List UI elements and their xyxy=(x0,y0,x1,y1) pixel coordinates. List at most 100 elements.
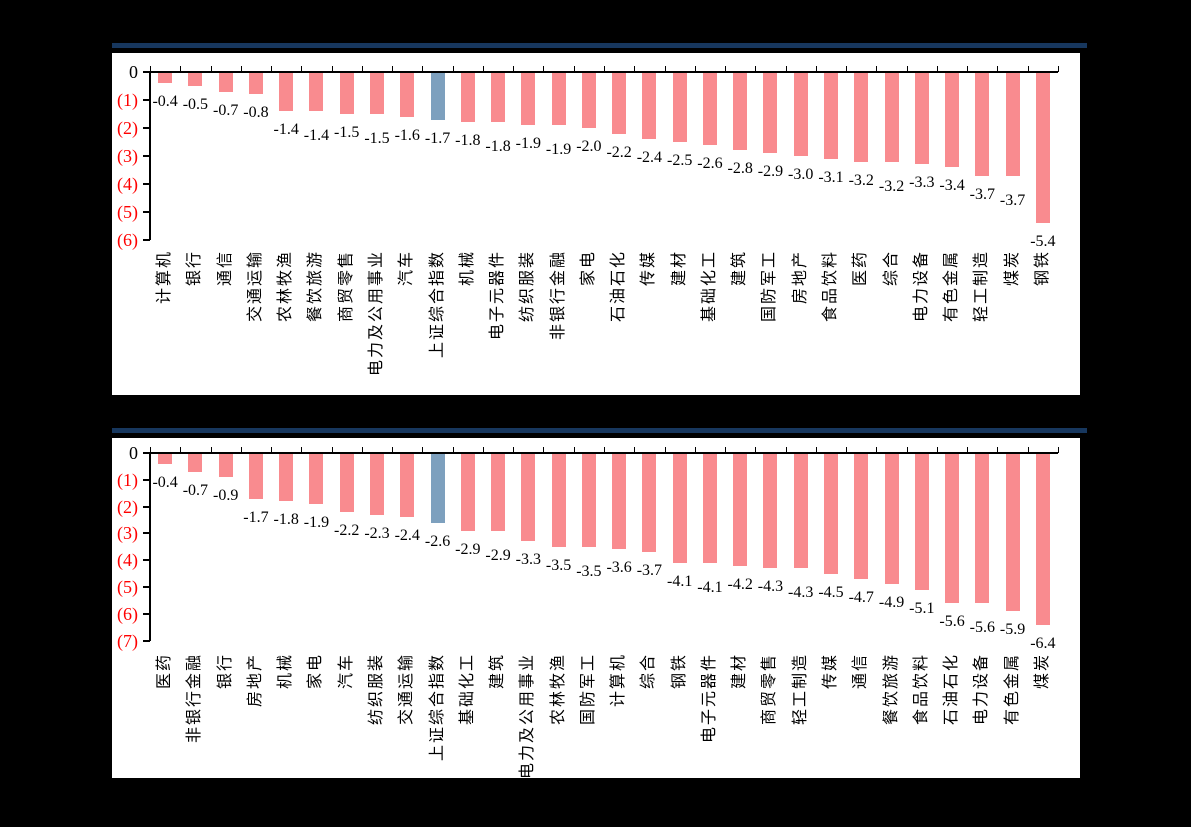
x-axis-tick xyxy=(331,447,333,453)
y-axis-tick-label: (4) xyxy=(117,550,138,571)
y-axis-tick xyxy=(143,99,150,101)
x-axis-tick xyxy=(210,447,212,453)
category-label: 电力设备 xyxy=(912,250,930,323)
category-label: 上证综合指数 xyxy=(428,653,446,762)
bar xyxy=(309,453,324,504)
y-axis-tick-label: (6) xyxy=(117,603,138,624)
x-axis-tick xyxy=(513,66,515,72)
bar-chart-2-panel: 0 (1) (2) (3) (4) (5) (6) (7) -0.4 -0.7 -0.9 -1.7 -1… xyxy=(112,438,1080,779)
x-axis-tick xyxy=(906,66,908,72)
category-label: 食品饮料 xyxy=(912,653,930,726)
value-label: -2.8 xyxy=(727,160,753,178)
x-axis-tick xyxy=(210,66,212,72)
bar xyxy=(672,453,687,563)
bar xyxy=(339,453,354,512)
value-label: -2.2 xyxy=(334,521,360,539)
bar-highlight-index xyxy=(430,453,445,523)
bar xyxy=(1035,72,1050,224)
bar xyxy=(793,453,808,569)
category-label: 机械 xyxy=(277,653,295,690)
category-label: 煤炭 xyxy=(1003,250,1021,287)
value-label: -1.4 xyxy=(303,127,330,145)
x-axis-zero-line xyxy=(150,452,1058,454)
category-label: 综合 xyxy=(640,653,658,690)
category-label: 有色金属 xyxy=(943,250,961,323)
x-axis-tick xyxy=(936,447,938,453)
value-label: -4.3 xyxy=(788,584,814,602)
value-label: -1.8 xyxy=(485,138,511,156)
bar-highlight-index xyxy=(430,72,445,120)
category-label: 汽车 xyxy=(398,250,416,287)
value-label: -2.9 xyxy=(485,546,511,564)
category-label: 商贸零售 xyxy=(761,653,779,726)
bar xyxy=(612,72,627,134)
value-label: -1.7 xyxy=(243,508,269,526)
value-label: -4.3 xyxy=(757,578,784,596)
x-axis-tick xyxy=(482,66,484,72)
x-axis-tick xyxy=(573,66,575,72)
bar xyxy=(945,453,960,604)
x-axis-tick xyxy=(785,447,787,453)
bar xyxy=(1035,453,1050,625)
bar xyxy=(218,453,233,478)
x-axis-tick xyxy=(604,447,605,453)
bar xyxy=(581,72,596,128)
bar xyxy=(914,72,929,165)
y-axis-tick xyxy=(143,532,150,535)
value-label: -2.9 xyxy=(455,540,481,558)
y-axis-tick-label: (2) xyxy=(117,118,138,138)
bar xyxy=(521,72,536,126)
y-axis-tick xyxy=(143,183,150,185)
bar xyxy=(158,453,173,464)
x-axis-tick xyxy=(301,66,303,72)
bar xyxy=(188,72,203,86)
x-axis-tick xyxy=(846,447,848,453)
category-label: 通信 xyxy=(852,653,870,690)
bar xyxy=(672,72,687,142)
value-label: -1.7 xyxy=(424,129,451,147)
category-label: 房地产 xyxy=(246,653,264,708)
bar xyxy=(370,72,384,114)
x-axis-tick xyxy=(1027,66,1029,72)
x-axis-tick xyxy=(694,447,696,453)
y-axis-tick-label: 0 xyxy=(129,62,138,82)
x-axis-tick xyxy=(331,66,333,72)
category-label: 石油石化 xyxy=(610,250,628,323)
value-label: -3.3 xyxy=(515,551,541,569)
x-axis-tick xyxy=(815,447,817,453)
bar xyxy=(914,453,929,590)
x-axis-tick xyxy=(301,447,303,453)
value-label: -5.9 xyxy=(999,621,1026,639)
bar xyxy=(339,72,354,114)
y-axis-tick xyxy=(143,612,150,615)
value-label: -2.4 xyxy=(636,149,663,167)
category-label: 交通运输 xyxy=(246,250,264,323)
value-label: -0.8 xyxy=(243,104,269,122)
category-label: 传媒 xyxy=(822,653,839,690)
bar xyxy=(884,453,899,585)
value-label: -1.8 xyxy=(273,511,299,529)
value-label: -3.0 xyxy=(788,166,814,183)
y-axis-tick-label: (3) xyxy=(117,146,138,166)
bar xyxy=(279,72,294,112)
x-axis-tick xyxy=(1058,447,1059,453)
x-axis-tick xyxy=(664,447,666,453)
y-axis-tick xyxy=(143,639,150,642)
y-axis-tick xyxy=(143,71,150,73)
category-label: 综合 xyxy=(882,250,900,287)
category-label: 建材 xyxy=(731,653,749,690)
x-axis-tick xyxy=(694,66,696,72)
category-label: 医药 xyxy=(852,250,870,287)
value-label: -1.9 xyxy=(303,513,330,531)
category-label: 电力及公用事业 xyxy=(368,250,385,377)
category-label: 食品饮料 xyxy=(822,250,839,323)
value-label: -3.7 xyxy=(969,185,995,203)
x-axis-tick xyxy=(846,66,848,72)
x-axis-tick xyxy=(815,66,817,72)
x-axis-tick xyxy=(1058,66,1059,72)
x-axis-tick xyxy=(755,66,757,72)
bar xyxy=(400,453,415,518)
category-label: 电力设备 xyxy=(973,653,991,726)
bar xyxy=(279,453,294,502)
x-axis-tick xyxy=(543,66,545,72)
